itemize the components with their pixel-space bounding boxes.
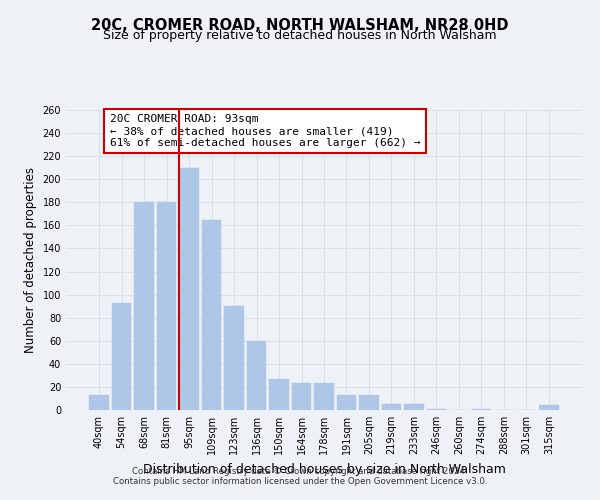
Text: Contains public sector information licensed under the Open Government Licence v3: Contains public sector information licen… bbox=[113, 477, 487, 486]
Text: 20C CROMER ROAD: 93sqm
← 38% of detached houses are smaller (419)
61% of semi-de: 20C CROMER ROAD: 93sqm ← 38% of detached… bbox=[110, 114, 421, 148]
Y-axis label: Number of detached properties: Number of detached properties bbox=[24, 167, 37, 353]
Text: Size of property relative to detached houses in North Walsham: Size of property relative to detached ho… bbox=[103, 29, 497, 42]
Bar bbox=[427, 409, 446, 410]
Bar bbox=[337, 395, 356, 410]
Bar bbox=[404, 404, 424, 410]
X-axis label: Distribution of detached houses by size in North Walsham: Distribution of detached houses by size … bbox=[143, 462, 505, 475]
Bar bbox=[314, 384, 334, 410]
Bar bbox=[472, 409, 491, 410]
Bar bbox=[224, 306, 244, 410]
Bar bbox=[202, 220, 221, 410]
Bar bbox=[359, 395, 379, 410]
Bar bbox=[292, 384, 311, 410]
Bar bbox=[112, 302, 131, 410]
Text: 20C, CROMER ROAD, NORTH WALSHAM, NR28 0HD: 20C, CROMER ROAD, NORTH WALSHAM, NR28 0H… bbox=[91, 18, 509, 32]
Bar bbox=[134, 202, 154, 410]
Bar bbox=[539, 406, 559, 410]
Bar bbox=[179, 168, 199, 410]
Bar bbox=[89, 395, 109, 410]
Text: Contains HM Land Registry data © Crown copyright and database right 2024.: Contains HM Land Registry data © Crown c… bbox=[132, 467, 468, 476]
Bar bbox=[247, 341, 266, 410]
Bar bbox=[382, 404, 401, 410]
Bar bbox=[157, 202, 176, 410]
Bar bbox=[269, 379, 289, 410]
